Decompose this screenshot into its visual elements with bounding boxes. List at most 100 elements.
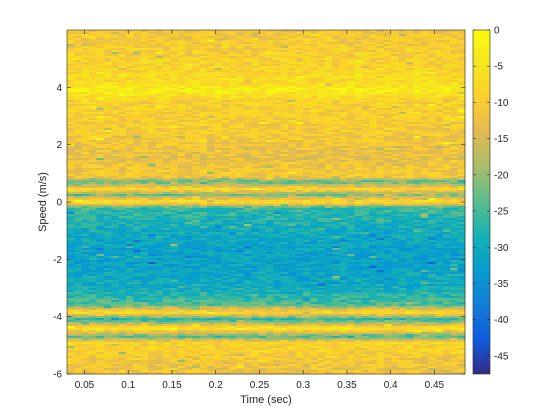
heatmap-cell <box>74 40 83 43</box>
heatmap-cell <box>148 114 156 117</box>
heatmap-cell <box>266 46 274 49</box>
heatmap-cell <box>96 42 105 45</box>
heatmap-cell <box>199 44 208 47</box>
heatmap-cell <box>89 130 97 133</box>
heatmap-cell <box>450 156 459 159</box>
heatmap-cell <box>67 160 75 163</box>
heatmap-cell <box>273 106 282 109</box>
heatmap-cell <box>207 42 215 45</box>
heatmap-cell <box>398 194 407 197</box>
heatmap-cell <box>295 42 304 45</box>
heatmap-cell <box>103 184 112 187</box>
heatmap-cell <box>133 188 142 191</box>
heatmap-cell <box>339 36 348 39</box>
heatmap-cell <box>406 136 414 139</box>
heatmap-cell <box>89 56 97 59</box>
heatmap-cell <box>266 38 274 41</box>
heatmap-cell <box>251 118 260 121</box>
heatmap-cell <box>221 90 230 93</box>
heatmap-cell <box>376 120 385 123</box>
heatmap-cell <box>332 76 341 79</box>
heatmap-cell <box>398 174 407 177</box>
heatmap-cell <box>354 46 363 49</box>
heatmap-cell <box>347 194 355 197</box>
heatmap-cell <box>457 36 466 39</box>
heatmap-cell <box>361 114 370 117</box>
heatmap-cell <box>413 136 422 139</box>
heatmap-cell <box>295 54 304 57</box>
heatmap-cell <box>369 168 377 171</box>
heatmap-cell <box>125 96 134 99</box>
heatmap-cell <box>266 130 274 133</box>
heatmap-cell <box>177 34 186 37</box>
heatmap-cell <box>192 134 201 137</box>
heatmap-cell <box>229 66 237 69</box>
heatmap-cell <box>74 62 83 65</box>
heatmap-cell <box>184 50 193 53</box>
heatmap-cell <box>398 124 407 127</box>
heatmap-cell <box>383 112 392 115</box>
heatmap-cell <box>273 86 282 89</box>
heatmap-cell <box>207 32 215 35</box>
heatmap-cell <box>288 210 296 213</box>
heatmap-cell <box>221 60 230 63</box>
heatmap-cell <box>184 84 193 87</box>
heatmap-cell <box>457 46 466 49</box>
heatmap-cell <box>317 42 326 45</box>
heatmap-cell <box>214 178 223 181</box>
heatmap-cell <box>383 84 392 87</box>
heatmap-cell <box>457 114 466 117</box>
heatmap-cell <box>221 78 230 81</box>
heatmap-cell <box>111 194 119 197</box>
heatmap-cell <box>133 100 142 103</box>
heatmap-cell <box>140 162 149 165</box>
heatmap-cell <box>442 134 451 137</box>
heatmap-cell <box>74 96 83 99</box>
heatmap-cell <box>288 188 296 191</box>
heatmap-cell <box>273 130 282 133</box>
heatmap-cell <box>369 100 377 103</box>
heatmap-cell <box>317 32 326 35</box>
heatmap-cell <box>184 152 193 155</box>
heatmap-cell <box>420 76 429 79</box>
heatmap-cell <box>221 124 230 127</box>
heatmap-cell <box>184 194 193 197</box>
heatmap-cell <box>391 80 400 83</box>
heatmap-cell <box>118 168 127 171</box>
heatmap-cell <box>162 56 171 59</box>
heatmap-cell <box>118 202 127 205</box>
heatmap-cell <box>133 168 142 171</box>
heatmap-cell <box>288 114 296 117</box>
heatmap-cell <box>118 70 127 73</box>
heatmap-cell <box>148 158 156 161</box>
heatmap-cell <box>221 100 230 103</box>
heatmap-cell <box>310 90 318 93</box>
heatmap-cell <box>133 110 142 113</box>
heatmap-cell <box>391 150 400 153</box>
heatmap-cell <box>103 162 112 165</box>
heatmap-cell <box>207 70 215 73</box>
heatmap-cell <box>207 104 215 107</box>
heatmap-cell <box>155 172 164 175</box>
heatmap-cell <box>280 48 289 51</box>
heatmap-cell <box>295 114 304 117</box>
heatmap-cell <box>347 118 355 121</box>
heatmap-cell <box>133 94 142 97</box>
heatmap-cell <box>162 124 171 127</box>
heatmap-cell <box>288 108 296 111</box>
heatmap-cell <box>133 212 142 215</box>
heatmap-cell <box>236 76 245 79</box>
heatmap-cell <box>229 176 237 179</box>
heatmap-cell <box>428 62 436 65</box>
heatmap-cell <box>221 44 230 47</box>
heatmap-cell <box>236 104 245 107</box>
heatmap-cell <box>317 46 326 49</box>
heatmap-cell <box>111 144 119 147</box>
heatmap-cell <box>302 90 311 93</box>
heatmap-cell <box>354 164 363 167</box>
heatmap-cell <box>406 206 414 209</box>
heatmap-cell <box>243 162 252 165</box>
heatmap-cell <box>450 118 459 121</box>
heatmap-cell <box>280 148 289 151</box>
